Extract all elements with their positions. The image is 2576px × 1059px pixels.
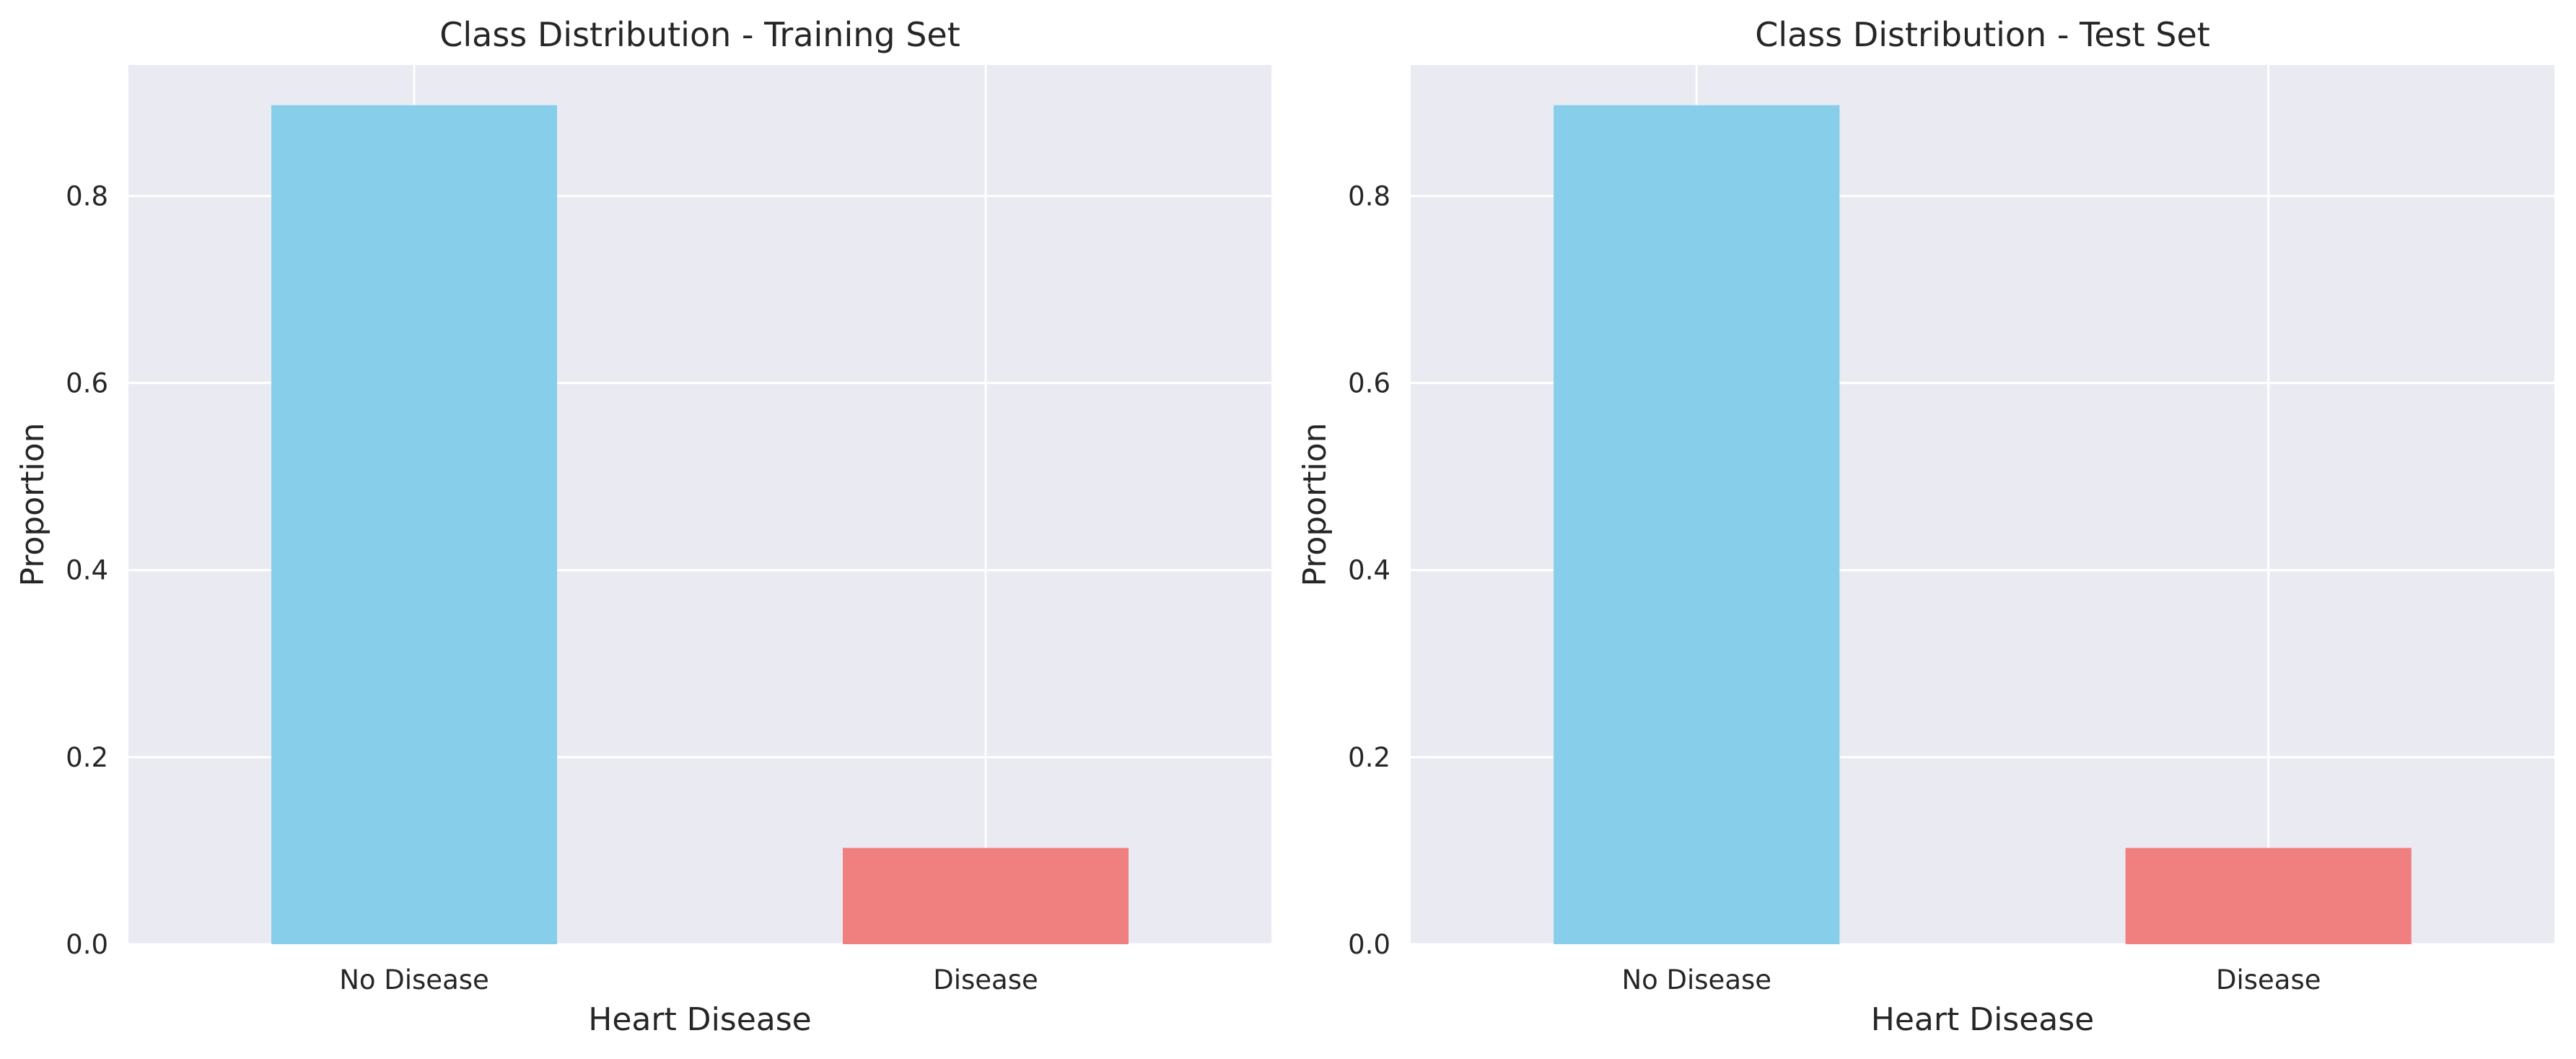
x-axis-label: Heart Disease [588,1001,812,1038]
x-axis-label: Heart Disease [1871,1001,2095,1038]
chart-title: Class Distribution - Test Set [1755,15,2210,54]
chart-panel-1: 0.0 0.2 0.4 0.6 0.8 No Disease Disease Class Di… [14,15,1271,1038]
chart-title: Class Distribution - Training Set [439,15,960,54]
bar-disease [2125,847,2411,944]
bar-no-disease [1554,105,1840,944]
y-axis-label: Proportion [1297,422,1333,586]
y-tick-label: 0.8 [66,180,108,212]
y-tick-label: 0.8 [1348,180,1390,212]
bar-no-disease [271,105,557,944]
x-tick-label: Disease [933,964,1038,995]
y-tick-label: 0.2 [1348,742,1390,773]
bar-disease [843,847,1129,944]
y-tick-label: 0.6 [66,368,108,399]
x-tick-label: No Disease [339,964,489,995]
x-tick-label: No Disease [1621,964,1771,995]
y-axis-label: Proportion [14,422,51,586]
chart-panel-2: 0.0 0.2 0.4 0.6 0.8 No Disease Disease Class Di… [1297,15,2554,1038]
y-tick-label: 0.2 [66,742,108,773]
y-tick-label: 0.6 [1348,368,1390,399]
x-tick-label: Disease [2216,964,2321,995]
y-tick-label: 0.4 [1348,555,1390,586]
y-tick-label: 0.0 [66,929,108,960]
y-tick-label: 0.0 [1348,929,1390,960]
y-tick-label: 0.4 [66,555,108,586]
